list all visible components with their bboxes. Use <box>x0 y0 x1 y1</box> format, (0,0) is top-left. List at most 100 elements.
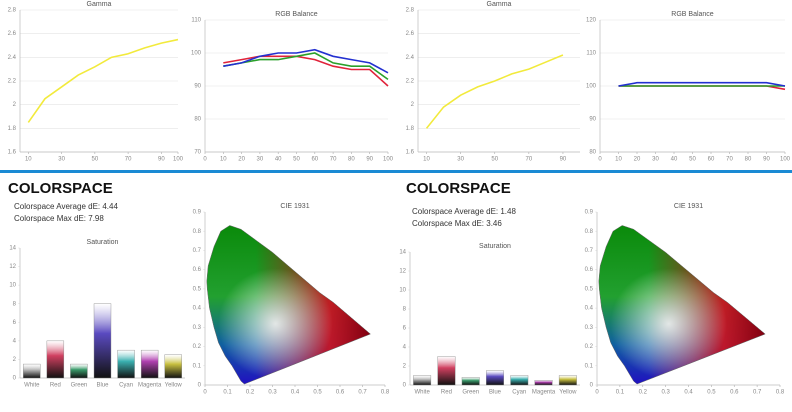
y-tick-label: 4 <box>13 338 17 344</box>
bar <box>510 375 529 386</box>
y-tick-label: 90 <box>589 117 596 123</box>
y-tick-label: 2 <box>13 357 17 363</box>
y-tick-label: 110 <box>191 18 201 24</box>
series-line <box>27 38 179 123</box>
y-tick-label: 0.8 <box>585 229 594 235</box>
bar <box>437 356 456 386</box>
y-tick-label: 0 <box>198 383 202 389</box>
series-line <box>223 52 389 81</box>
x-tick-label: 0 <box>203 390 207 396</box>
y-tick-label: 0.4 <box>193 306 202 312</box>
x-tick-label: 0.4 <box>684 390 693 396</box>
y-tick-label: 2.4 <box>406 55 415 61</box>
x-tick-label: Yellow <box>165 383 183 389</box>
y-tick-label: 2.6 <box>8 31 17 37</box>
y-tick-label: 0.6 <box>193 267 202 273</box>
bar <box>558 375 577 386</box>
y-tick-label: 6 <box>13 320 17 326</box>
x-tick-label: 60 <box>708 157 715 163</box>
y-tick-label: 14 <box>9 246 16 252</box>
y-tick-label: 0.9 <box>585 210 594 216</box>
y-tick-label: 2.6 <box>406 31 415 37</box>
section-line: Colorspace Max dE: 7.98 <box>14 214 104 223</box>
x-tick-label: 0.6 <box>336 390 345 396</box>
x-tick-label: Red <box>441 390 452 396</box>
y-tick-label: 80 <box>589 150 596 156</box>
bar <box>164 354 182 379</box>
y-tick-label: 1.6 <box>8 150 17 156</box>
series-line <box>425 54 564 129</box>
y-tick-label: 90 <box>194 84 201 90</box>
y-tick-label: 0.9 <box>193 210 202 216</box>
x-tick-label: 20 <box>238 157 245 163</box>
y-tick-label: 4 <box>403 345 407 351</box>
x-tick-label: 0 <box>595 390 599 396</box>
bar <box>46 340 65 379</box>
section-line: Colorspace Max dE: 3.46 <box>412 219 502 228</box>
x-tick-label: 0.1 <box>616 390 625 396</box>
cie-outline <box>206 225 371 385</box>
y-tick-label: 0.3 <box>193 325 202 331</box>
x-tick-label: 100 <box>383 157 394 163</box>
x-tick-label: Magenta <box>532 390 556 396</box>
y-tick-label: 0.5 <box>585 286 594 292</box>
x-tick-label: 0.7 <box>753 390 762 396</box>
x-tick-label: 0.2 <box>246 390 255 396</box>
y-tick-label: 120 <box>586 18 597 24</box>
x-tick-label: 50 <box>491 157 498 163</box>
y-tick-label: 10 <box>9 283 16 289</box>
x-tick-label: 0.1 <box>223 390 232 396</box>
y-tick-label: 1.6 <box>406 150 415 156</box>
x-tick-label: 0 <box>203 157 207 163</box>
y-tick-label: 8 <box>13 301 17 307</box>
section-line: Colorspace Average dE: 1.48 <box>412 207 516 216</box>
x-tick-label: 30 <box>58 157 65 163</box>
x-tick-label: 40 <box>275 157 282 163</box>
x-tick-label: Blue <box>96 383 109 389</box>
section-heading: COLORSPACE <box>8 180 113 197</box>
x-tick-label: 10 <box>25 157 32 163</box>
y-tick-label: 2 <box>411 102 415 108</box>
y-tick-label: 12 <box>9 264 16 270</box>
bar <box>70 363 88 379</box>
x-tick-label: 10 <box>423 157 430 163</box>
series-line <box>223 55 389 87</box>
y-tick-label: 2 <box>13 102 17 108</box>
y-tick-label: 0.5 <box>193 286 202 292</box>
x-tick-label: 0 <box>598 157 602 163</box>
y-tick-label: 0.2 <box>193 344 202 350</box>
x-tick-label: 0.3 <box>268 390 277 396</box>
y-tick-label: 0 <box>590 383 594 389</box>
y-tick-label: 0.4 <box>585 306 594 312</box>
x-tick-label: 100 <box>173 157 184 163</box>
x-tick-label: 80 <box>348 157 355 163</box>
y-tick-label: 0.8 <box>193 229 202 235</box>
y-tick-label: 2 <box>403 364 407 370</box>
x-tick-label: 10 <box>220 157 227 163</box>
x-tick-label: 50 <box>293 157 300 163</box>
x-tick-label: 0.8 <box>776 390 785 396</box>
y-tick-label: 10 <box>399 288 406 294</box>
x-tick-label: 70 <box>726 157 733 163</box>
y-tick-label: 0.7 <box>193 248 202 254</box>
x-tick-label: Green <box>71 383 88 389</box>
y-tick-label: 2.8 <box>406 8 415 14</box>
bar <box>486 370 504 386</box>
bar <box>534 380 553 386</box>
y-tick-label: 1.8 <box>8 126 17 132</box>
chart-title: RGB Balance <box>671 11 714 18</box>
x-tick-label: Green <box>462 390 479 396</box>
x-tick-label: 0.2 <box>639 390 648 396</box>
cie-gamut <box>206 225 371 385</box>
y-tick-label: 2.4 <box>8 55 17 61</box>
y-tick-label: 2.2 <box>406 79 415 85</box>
section-line: Colorspace Average dE: 4.44 <box>14 202 118 211</box>
x-tick-label: Yellow <box>559 390 577 396</box>
x-tick-label: 60 <box>311 157 318 163</box>
y-tick-label: 0 <box>13 376 17 382</box>
bar <box>117 349 135 379</box>
x-tick-label: 80 <box>745 157 752 163</box>
x-tick-label: 20 <box>634 157 641 163</box>
x-tick-label: Magenta <box>138 383 162 389</box>
y-tick-label: 0.1 <box>585 363 594 369</box>
